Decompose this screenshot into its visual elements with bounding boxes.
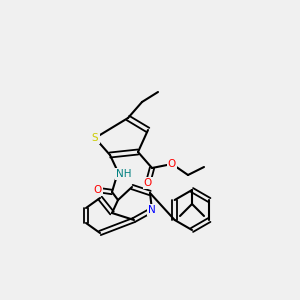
- Text: O: O: [94, 185, 102, 195]
- Text: N: N: [148, 205, 156, 215]
- Text: O: O: [168, 159, 176, 169]
- Text: O: O: [144, 178, 152, 188]
- Text: S: S: [92, 133, 98, 143]
- Text: NH: NH: [116, 169, 132, 179]
